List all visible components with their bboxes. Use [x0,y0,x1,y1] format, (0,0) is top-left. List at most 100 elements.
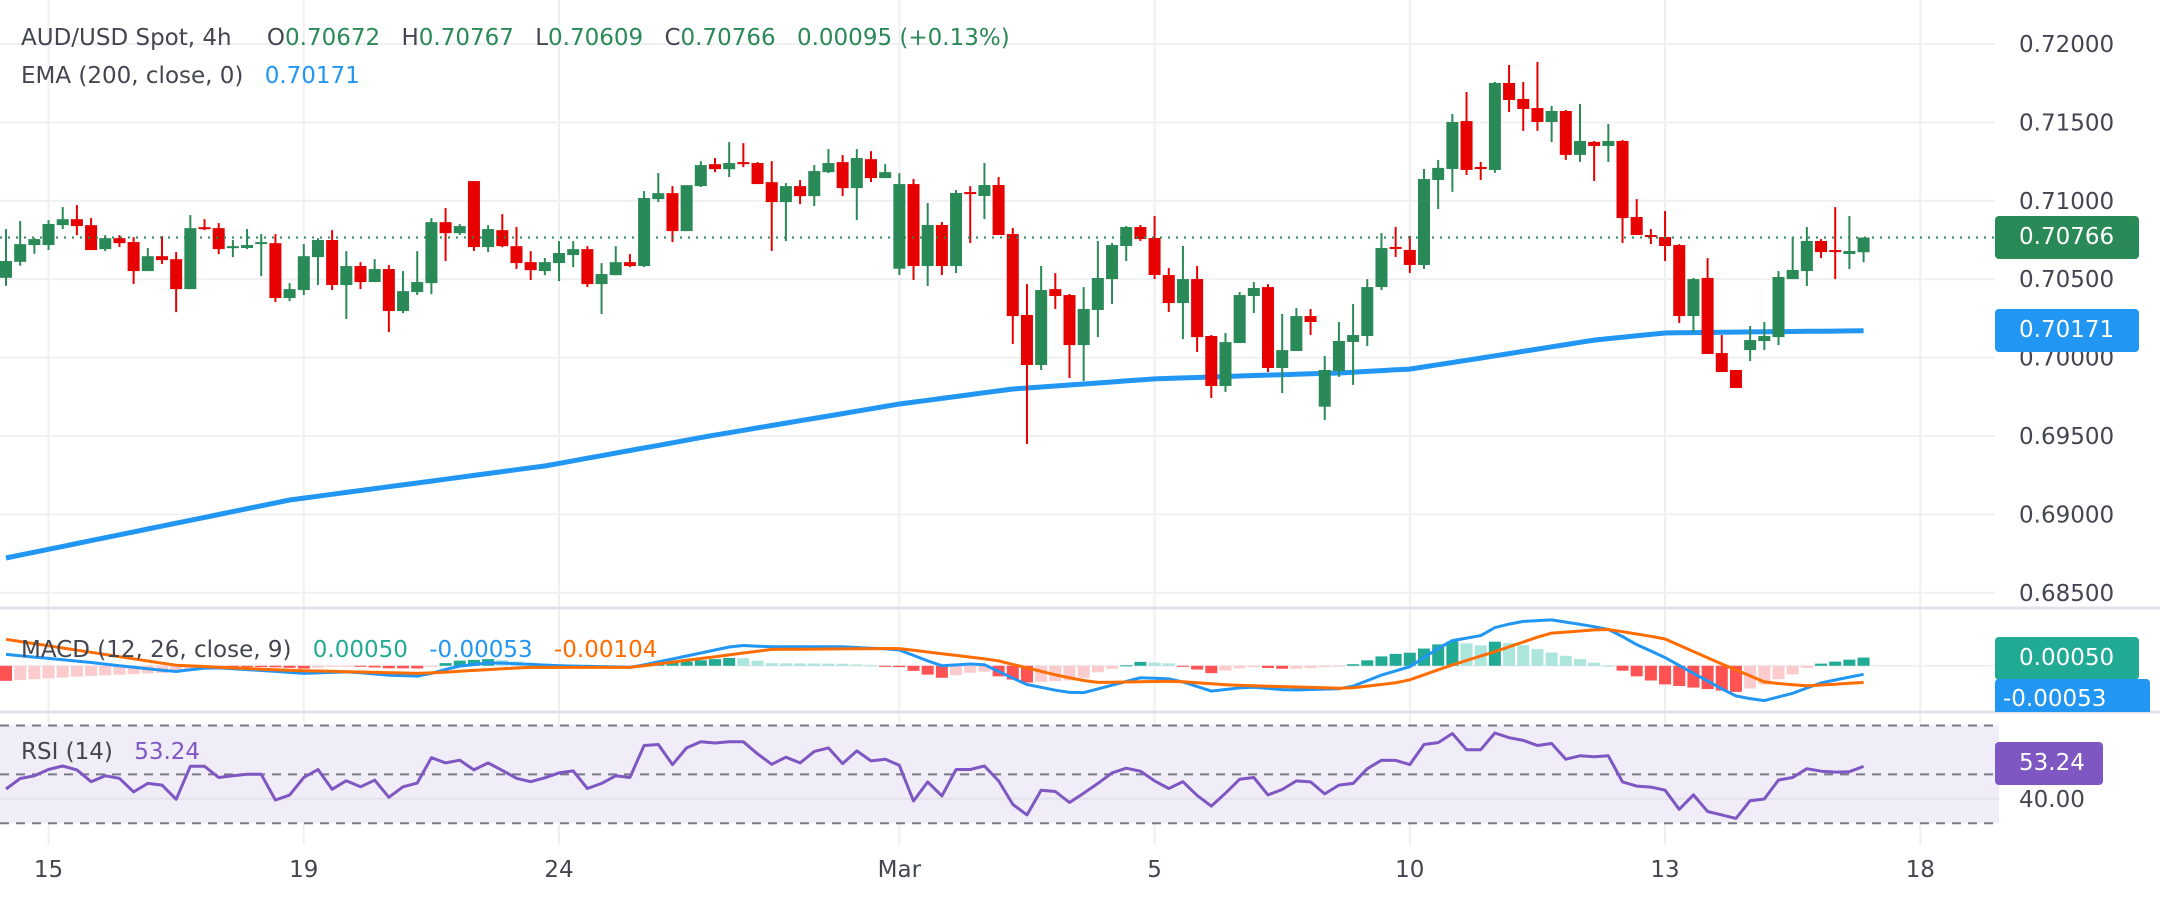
candle-body [581,249,594,285]
rsi-legend-label[interactable]: RSI (14) [21,739,113,765]
candle [1729,370,1742,389]
candle [836,155,849,197]
macd-histogram-bar [1148,662,1161,666]
candle-body [836,162,849,189]
candle-body [850,158,863,189]
candle-body [496,230,509,247]
candle [311,238,324,286]
macd-histogram-bar [0,665,12,681]
macd-histogram-bar [28,665,41,680]
candle-body [609,262,622,276]
candle [1715,335,1728,373]
macd-histogram-bar [56,665,69,678]
candle-body [921,224,934,267]
macd-histogram-bar [1290,665,1303,669]
candle-body [1219,342,1232,386]
macd-histogram-bar [42,665,55,679]
candle [1687,277,1700,333]
candle-body [879,172,892,179]
candle-body [212,228,225,250]
candle [1304,309,1317,336]
candle [1559,109,1572,160]
candle-body [1276,350,1289,368]
time-axis-tick: 19 [289,857,318,883]
candle [141,248,154,272]
candle [326,230,339,291]
macd-histogram-bar [1389,653,1402,666]
macd-histogram-bar [127,665,140,675]
candle [1857,237,1870,263]
time-axis-tick: 10 [1395,857,1424,883]
macd-histogram-bar [737,658,750,666]
candle-body [368,269,381,283]
candle-body [553,253,566,264]
macd-histogram-bar [354,665,367,667]
macd-histogram-bar [1659,665,1672,685]
macd-histogram-bar [1800,665,1813,668]
macd-histogram-bar [453,660,466,666]
macd-histogram-bar [1517,645,1530,666]
macd-pane [0,618,1870,703]
time-axis-tick: 24 [544,857,573,883]
candle-body [964,192,977,195]
candle-body [1829,250,1842,253]
macd-histogram-bar [297,665,310,669]
candle-body [950,192,963,267]
macd-histogram-bar [1219,665,1232,671]
candle-body [382,269,395,312]
candle-body [666,193,679,232]
macd-histogram-bar [1843,659,1856,666]
macd-histogram-bar [1262,665,1275,668]
symbol-title[interactable]: AUD/USD Spot, 4h [21,25,232,51]
macd-histogram-value: 0.00050 [312,637,408,663]
macd-histogram-bar [1134,661,1147,666]
candle [1701,258,1714,355]
candle [467,181,480,252]
candle [1276,314,1289,394]
candle [1517,81,1530,131]
macd-histogram-bar [1375,656,1388,666]
candle [1020,284,1033,445]
candle [567,241,580,268]
macd-histogram-bar [1573,659,1586,666]
candle [694,161,707,188]
candle-body [1006,234,1019,317]
candle [170,252,183,313]
macd-histogram-bar [1276,665,1289,669]
candle [184,215,197,290]
candle-body [1488,82,1501,170]
candle-body [1616,140,1629,219]
candle [198,219,211,231]
macd-histogram-bar [808,663,821,666]
candle [1446,113,1459,192]
candle [283,283,296,302]
candle [808,165,821,207]
candle-body [28,239,41,246]
macd-legend-label[interactable]: MACD (12, 26, close, 9) [21,637,292,663]
ema-legend-label[interactable]: EMA (200, close, 0) [21,63,244,89]
candle [1063,293,1076,379]
candle-body [241,245,254,249]
candle [723,142,736,178]
candle-body [467,181,480,248]
candle [397,271,410,314]
macd-line-label: -0.00053 [1995,679,2150,712]
macd-histogram-bar [1120,665,1133,667]
candle [425,218,438,295]
candle [595,263,608,315]
candle-body [1205,335,1218,386]
candle-body [623,262,636,267]
macd-histogram-bar [1162,663,1175,666]
macd-histogram-bar [1332,665,1345,667]
macd-histogram-bar [269,665,282,668]
macd-histogram-bar [1630,665,1643,677]
candle [340,251,353,320]
candle-body [779,186,792,203]
candle [1035,266,1048,371]
macd-histogram-bar [822,663,835,666]
macd-histogram-bar [226,665,239,667]
candle-body [1503,82,1516,101]
macd-histogram-bar [978,665,991,672]
candle-body [1247,288,1260,297]
